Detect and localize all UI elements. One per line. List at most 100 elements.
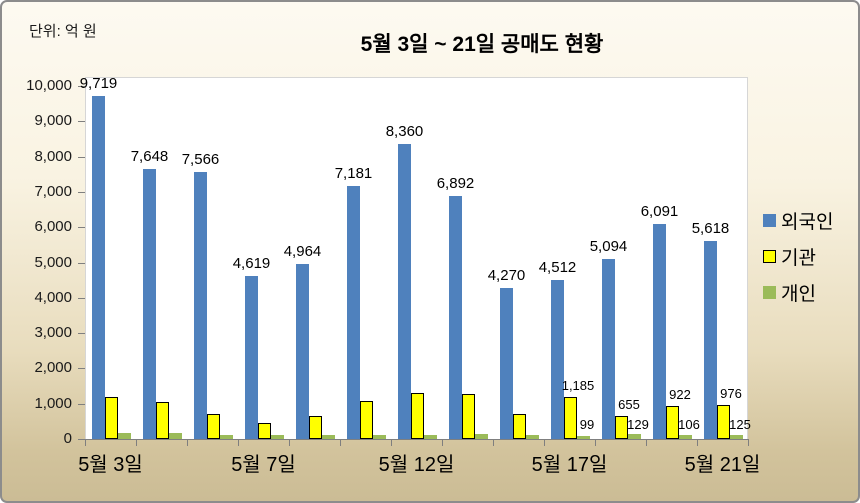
bar-foreigners-5 xyxy=(347,186,360,439)
unit-label: 단위: 억 원 xyxy=(29,23,97,40)
y-axis-tick xyxy=(78,86,85,87)
y-axis-tick xyxy=(78,191,85,193)
bar-foreigners-12 xyxy=(704,241,717,439)
x-axis-label: 5월 3일 xyxy=(78,454,143,476)
bar-institutions-8 xyxy=(513,414,526,439)
y-axis-label: 9,000 xyxy=(34,112,72,130)
bar-foreigners-9 xyxy=(551,280,564,439)
bar-individuals-1 xyxy=(169,433,182,439)
bar-individuals-11 xyxy=(679,435,692,439)
x-axis-tick xyxy=(595,439,596,446)
y-axis-tick xyxy=(78,297,85,299)
legend: 외국인 기관 개인 xyxy=(763,207,833,315)
value-label-foreigners-4: 4,964 xyxy=(283,243,322,260)
y-axis-tick xyxy=(78,439,85,440)
bar-foreigners-7 xyxy=(449,196,462,439)
value-label-foreigners-2: 7,566 xyxy=(181,151,220,168)
value-label-foreigners-6: 8,360 xyxy=(385,123,424,140)
value-label-individuals-9: 99 xyxy=(579,417,595,432)
bar-individuals-6 xyxy=(424,435,437,439)
x-axis-tick xyxy=(391,439,392,446)
bar-institutions-5 xyxy=(360,401,373,439)
x-axis-label: 5월 17일 xyxy=(531,454,608,476)
bar-individuals-3 xyxy=(271,435,284,439)
value-label-foreigners-12: 5,618 xyxy=(691,220,730,237)
y-axis-tick xyxy=(78,333,85,335)
value-label-foreigners-0: 9,719 xyxy=(79,75,118,92)
legend-label-individuals: 개인 xyxy=(781,284,816,305)
x-axis-tick xyxy=(187,439,188,446)
bar-individuals-2 xyxy=(220,435,233,439)
legend-swatch-institutions-icon xyxy=(763,250,776,263)
legend-item-individuals: 개인 xyxy=(763,279,833,306)
bar-institutions-3 xyxy=(258,423,271,439)
y-axis-label: 6,000 xyxy=(34,218,72,236)
value-label-foreigners-11: 6,091 xyxy=(640,203,679,220)
y-axis-label: 7,000 xyxy=(34,182,72,200)
value-label-institutions-10: 655 xyxy=(618,397,640,412)
legend-item-foreigners: 외국인 xyxy=(763,207,833,234)
bar-foreigners-6 xyxy=(398,144,411,439)
bar-institutions-0 xyxy=(105,397,118,439)
y-axis-label: 1,000 xyxy=(34,394,72,412)
value-label-foreigners-7: 6,892 xyxy=(436,175,475,192)
bar-foreigners-11 xyxy=(653,224,666,439)
legend-swatch-individuals-icon xyxy=(763,286,776,299)
bar-foreigners-8 xyxy=(500,288,513,439)
x-axis-label: 5월 21일 xyxy=(684,454,761,476)
bar-individuals-0 xyxy=(118,433,131,439)
bar-foreigners-2 xyxy=(194,172,207,439)
x-axis-label: 5월 12일 xyxy=(378,454,455,476)
value-label-institutions-12: 976 xyxy=(720,386,742,401)
y-axis-label: 10,000 xyxy=(26,77,72,94)
bar-institutions-10 xyxy=(615,416,628,439)
value-label-institutions-11: 922 xyxy=(669,387,691,402)
y-axis-tick xyxy=(78,403,85,405)
x-axis-tick xyxy=(238,439,239,446)
x-axis-tick xyxy=(748,439,749,446)
x-axis-line xyxy=(85,439,749,440)
legend-label-foreigners: 외국인 xyxy=(781,212,834,233)
bar-foreigners-1 xyxy=(143,169,156,439)
y-axis-tick xyxy=(78,121,85,123)
bar-foreigners-10 xyxy=(602,259,615,439)
value-label-foreigners-5: 7,181 xyxy=(334,165,373,182)
bar-individuals-4 xyxy=(322,435,335,439)
x-axis-tick xyxy=(136,439,137,446)
bar-foreigners-4 xyxy=(296,264,309,439)
legend-item-institutions: 기관 xyxy=(763,243,833,270)
bar-foreigners-0 xyxy=(92,96,105,439)
x-axis-tick xyxy=(544,439,545,446)
y-axis-label: 3,000 xyxy=(34,324,72,342)
x-axis-tick xyxy=(697,439,698,446)
bar-institutions-1 xyxy=(156,402,169,439)
value-label-individuals-10: 129 xyxy=(627,417,649,432)
bar-individuals-10 xyxy=(628,434,641,439)
bar-institutions-7 xyxy=(462,394,475,439)
y-axis-label: 2,000 xyxy=(34,359,72,377)
bar-institutions-2 xyxy=(207,414,220,439)
x-axis-tick xyxy=(289,439,290,446)
legend-swatch-foreigners-icon xyxy=(763,214,776,227)
y-axis-tick xyxy=(78,262,85,264)
y-axis-tick xyxy=(78,368,85,370)
x-axis-tick xyxy=(646,439,647,446)
y-axis-label: 8,000 xyxy=(34,147,72,165)
chart-title: 5월 3일 ~ 21일 공매도 현황 xyxy=(360,33,604,56)
bar-individuals-8 xyxy=(526,435,539,439)
bar-institutions-9 xyxy=(564,397,577,439)
x-axis-tick xyxy=(493,439,494,446)
value-label-institutions-9: 1,185 xyxy=(561,378,595,393)
bar-institutions-11 xyxy=(666,406,679,439)
y-axis-label: 0 xyxy=(63,430,72,447)
bar-foreigners-3 xyxy=(245,276,258,439)
value-label-foreigners-10: 5,094 xyxy=(589,238,628,255)
y-axis-label: 5,000 xyxy=(34,253,72,271)
bar-individuals-7 xyxy=(475,434,488,439)
bar-institutions-6 xyxy=(411,393,424,439)
y-axis-tick xyxy=(78,227,85,229)
bar-individuals-12 xyxy=(730,435,743,439)
bar-institutions-4 xyxy=(309,416,322,439)
value-label-foreigners-3: 4,619 xyxy=(232,255,271,272)
